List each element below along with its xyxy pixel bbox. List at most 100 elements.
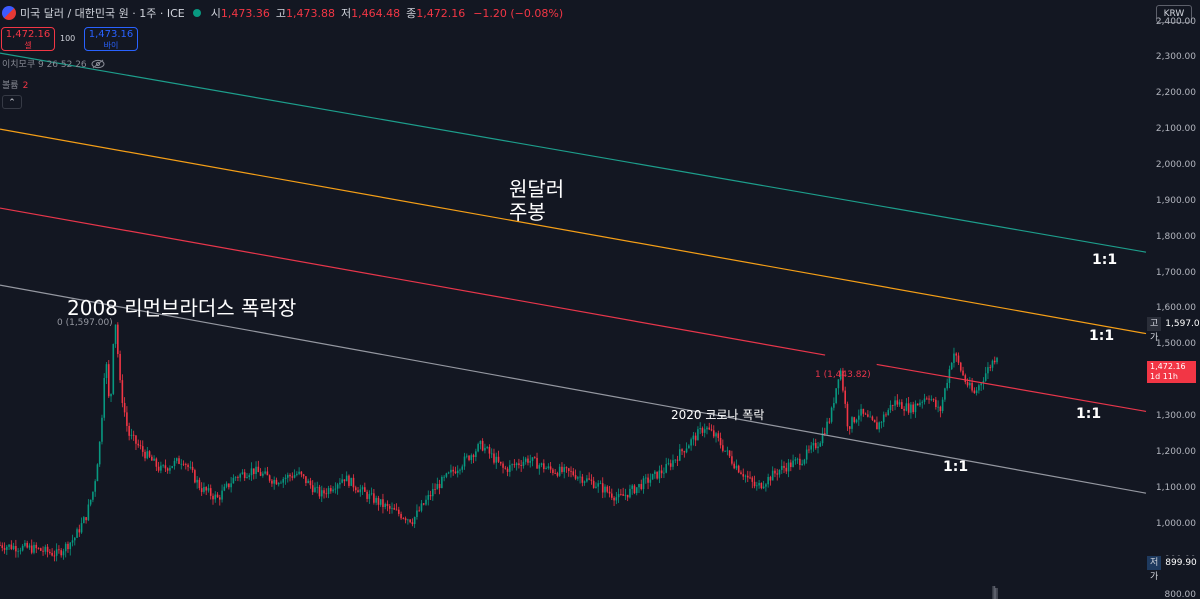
candle-body: [973, 390, 976, 394]
candle-body: [774, 470, 776, 474]
candle-body: [581, 476, 584, 483]
low-price-label: 저가 899.90: [1147, 556, 1200, 582]
candle-body: [588, 478, 590, 480]
candle-body: [332, 489, 334, 492]
candle-body: [418, 510, 421, 512]
candle-body: [89, 499, 92, 505]
candle-body: [24, 542, 26, 546]
candle-body: [296, 473, 298, 475]
candle-body: [760, 483, 763, 489]
candle-body: [785, 467, 788, 472]
candle-body: [493, 453, 495, 463]
high-label: 고: [275, 7, 286, 20]
ratio-label-orange: 1:1: [1089, 328, 1115, 344]
candle-body: [783, 465, 785, 468]
candle-body: [146, 451, 149, 459]
candle-body: [117, 324, 119, 355]
candle-body: [592, 480, 595, 488]
candle-body: [536, 457, 538, 469]
candle-body: [638, 483, 640, 488]
candle-body: [114, 324, 117, 344]
candle-body: [189, 466, 192, 468]
candle-body: [334, 488, 337, 490]
candle-body: [73, 537, 76, 541]
candle-body: [490, 453, 493, 455]
volume-legend[interactable]: 볼륨 2: [2, 78, 28, 91]
candle-body: [980, 383, 982, 386]
candle-body: [644, 477, 647, 479]
candle-body: [495, 456, 498, 463]
price-tick: 1,800.00: [1155, 231, 1196, 242]
candle-body: [379, 499, 382, 505]
candle-body: [409, 519, 411, 523]
candle-body: [248, 475, 251, 477]
candle-body: [873, 419, 876, 423]
candle-body: [794, 459, 797, 461]
candle-body: [919, 402, 921, 406]
last-price-value: 1,472.16: [1150, 362, 1186, 371]
candle-body: [187, 464, 189, 468]
candle-body: [5, 546, 8, 550]
candle-body: [484, 447, 486, 451]
candle-body: [239, 474, 241, 478]
candle-body: [549, 466, 552, 470]
spread-value: 100: [60, 34, 76, 43]
candle-body: [751, 477, 754, 482]
candle-body: [901, 402, 903, 409]
open-value: 1,473.36: [220, 6, 270, 20]
collapse-legend-button[interactable]: ⌃: [2, 95, 22, 109]
candle-body: [216, 494, 219, 498]
candle-body: [708, 427, 711, 430]
candle-body: [928, 398, 930, 400]
candle-body: [160, 465, 162, 471]
candle-body: [92, 491, 94, 500]
candle-body: [268, 475, 271, 481]
candle-body: [502, 463, 504, 468]
candle-body: [554, 472, 556, 474]
trend-line: [0, 207, 826, 356]
candle-body: [771, 470, 774, 481]
candle-body: [286, 474, 289, 478]
candle-body: [674, 459, 677, 461]
low-tag: 저가: [1147, 556, 1162, 582]
currency-button[interactable]: KRW: [1156, 5, 1192, 23]
candle-body: [264, 471, 266, 474]
price-tick: 1,200.00: [1155, 446, 1196, 457]
candle-body: [196, 479, 198, 483]
candle-body: [722, 445, 724, 451]
candle-body: [366, 491, 368, 499]
candle-body: [876, 422, 878, 430]
candle-body: [601, 483, 604, 493]
candle-body: [989, 367, 992, 368]
candle-body: [839, 370, 842, 380]
candle-body: [252, 468, 255, 474]
sell-price: 1,472.16: [5, 29, 51, 40]
candle-body: [756, 485, 758, 487]
candle-body: [314, 487, 316, 493]
candle-body: [420, 503, 423, 511]
candle-body: [76, 529, 78, 538]
candle-body: [790, 462, 792, 467]
buy-button[interactable]: 1,473.16 바이: [84, 27, 138, 51]
candle-body: [669, 463, 672, 467]
candle-body: [382, 499, 384, 508]
candle-body: [465, 455, 468, 457]
candle-body: [162, 465, 164, 467]
price-tick: 1,600.00: [1155, 303, 1196, 314]
candle-body: [497, 456, 500, 462]
sell-button[interactable]: 1,472.16 셀: [1, 27, 55, 51]
candle-body: [141, 446, 144, 452]
ichimoku-legend[interactable]: 이치모쿠 9 26 52 26: [2, 57, 105, 70]
price-axis[interactable]: 2,400.00 2,300.00 2,200.00 2,100.00 2,000.00…: [1146, 0, 1200, 599]
candle-body: [225, 483, 228, 487]
candle-body: [178, 458, 180, 464]
candle-body: [291, 476, 294, 478]
candle-body: [660, 470, 663, 474]
symbol-title[interactable]: 미국 달러 / 대한민국 원 · 1주 · ICE: [20, 7, 185, 20]
candle-body: [574, 475, 577, 479]
candle-body: [327, 488, 330, 495]
candle-body: [982, 380, 985, 384]
eye-hidden-icon[interactable]: [91, 59, 105, 69]
